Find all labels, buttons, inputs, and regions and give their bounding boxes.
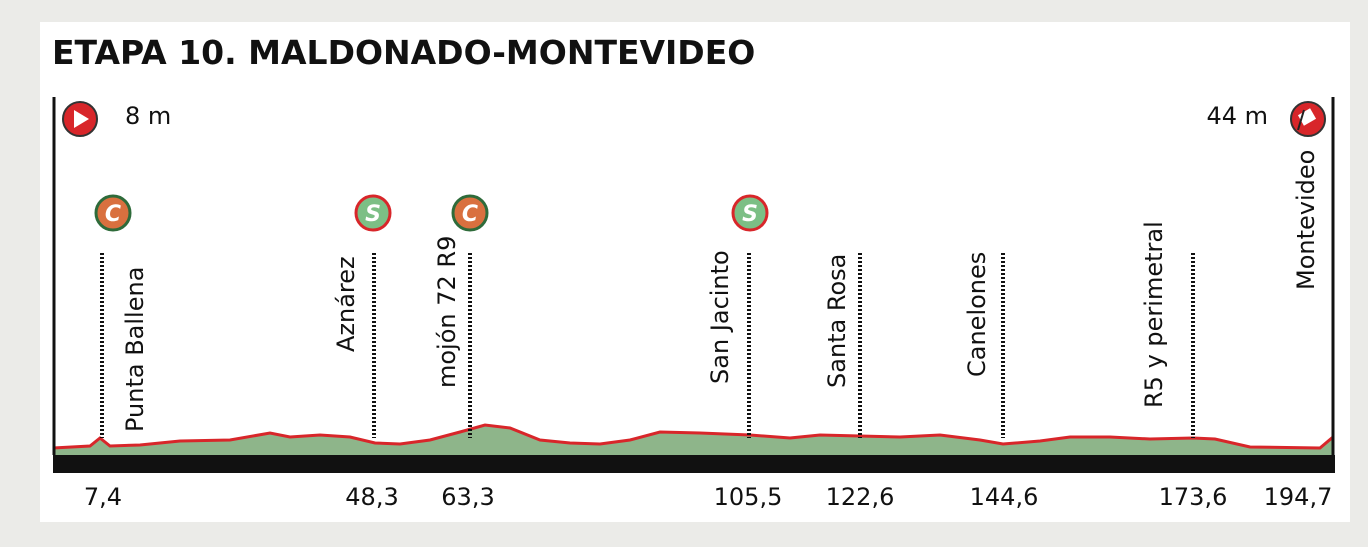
sprint-icon: C [451, 194, 489, 232]
km-label: 7,4 [84, 483, 122, 511]
icon-circle [731, 194, 769, 232]
km-label: 173,6 [1159, 483, 1228, 511]
title: ETAPA 10. MALDONADO-MONTEVIDEO [52, 33, 755, 72]
place-name: Montevideo [1292, 150, 1320, 290]
terrain [53, 425, 1333, 455]
km-label: 144,6 [970, 483, 1039, 511]
place-name: Canelones [963, 252, 991, 377]
sprint-icon: S [354, 194, 392, 232]
icon-letter: S [742, 202, 758, 227]
icon-circle [94, 194, 132, 232]
sprint-icon: S [731, 194, 769, 232]
finish-icon [1290, 101, 1326, 137]
icon-letter: C [462, 202, 478, 227]
place-name: San Jacinto [706, 250, 734, 384]
km-label: 122,6 [826, 483, 895, 511]
icon-letter: C [105, 202, 121, 227]
start-elevation: 8 m [125, 102, 171, 130]
km-label: 105,5 [714, 483, 783, 511]
icon-circle [354, 194, 392, 232]
base-bar [53, 455, 1335, 473]
sprint-icon: C [94, 194, 132, 232]
place-name: mojón 72 R9 [433, 236, 461, 388]
km-label: 194,7 [1264, 483, 1333, 511]
km-label: 63,3 [441, 483, 494, 511]
km-label: 48,3 [345, 483, 398, 511]
place-name: R5 y perimetral [1140, 221, 1168, 408]
finish-elevation: 44 m [1206, 102, 1268, 130]
start-icon [62, 101, 98, 137]
icon-letter: S [365, 202, 381, 227]
place-name: Punta Ballena [121, 267, 149, 432]
place-name: Santa Rosa [823, 254, 851, 388]
icon-circle [451, 194, 489, 232]
profile-line [52, 423, 1334, 450]
place-name: Aznárez [332, 256, 360, 352]
